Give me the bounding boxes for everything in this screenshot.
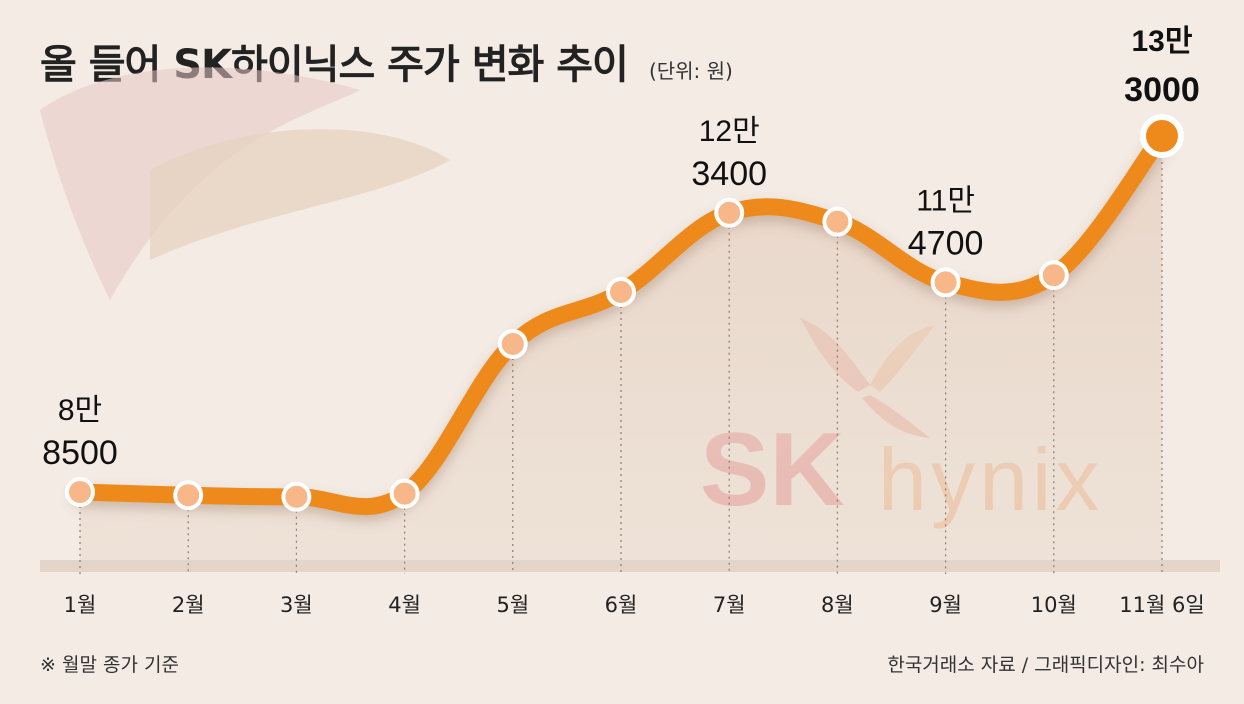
data-label-line1: 8만 (58, 394, 102, 427)
x-axis-ticks: 1월 2월 3월 4월 5월 6월 7월 8월 9월 10월 11월 6일 (64, 593, 1205, 617)
data-label: 13만 3000 (1124, 25, 1200, 109)
x-tick-label: 4월 (388, 593, 421, 617)
data-points (65, 114, 1184, 512)
data-label: 11만 4700 (908, 184, 984, 262)
data-labels: 8만 8500 12만 3400 11만 4700 13만 3000 (42, 25, 1200, 472)
data-point (497, 329, 528, 359)
data-point-latest (1140, 114, 1184, 158)
data-label-line1: 11만 (916, 184, 975, 217)
x-tick-label: 7월 (713, 593, 746, 617)
data-point (714, 197, 745, 228)
data-label-line2: 4700 (908, 224, 984, 262)
data-label-line1: 13만 (1132, 25, 1193, 58)
x-tick-label: 8월 (821, 593, 854, 617)
data-point (281, 481, 312, 512)
data-point (606, 277, 636, 307)
source-credit: 한국거래소 자료 / 그래픽디자인: 최수아 (887, 654, 1204, 676)
data-point (173, 480, 204, 511)
footnote: ※ 월말 종가 기준 (40, 654, 179, 676)
data-point (1038, 260, 1069, 291)
x-tick-label: 1월 (64, 593, 97, 617)
data-label-line2: 3400 (691, 155, 767, 193)
x-tick-label: 10월 (1031, 593, 1077, 617)
x-tick-label: 2월 (172, 593, 205, 617)
x-tick-label: 9월 (929, 593, 962, 617)
x-tick-label: 6월 (605, 593, 638, 617)
x-tick-label: 5월 (496, 593, 529, 617)
data-label-line2: 8500 (42, 434, 118, 472)
data-label: 8만 8500 (42, 394, 118, 472)
x-tick-label: 11월 6일 (1119, 593, 1204, 617)
unit-label: (단위: 원) (648, 59, 733, 83)
x-tick-label: 3월 (280, 593, 313, 617)
data-point (822, 206, 853, 237)
data-label-line1: 12만 (699, 115, 760, 148)
data-point (65, 477, 95, 507)
data-label: 12만 3400 (691, 115, 767, 193)
data-label-line2: 3000 (1124, 71, 1200, 109)
background-swoosh (40, 67, 450, 300)
data-point (389, 478, 420, 509)
data-point (930, 267, 961, 298)
drop-lines (79, 150, 1163, 574)
axis-band (40, 560, 1220, 572)
